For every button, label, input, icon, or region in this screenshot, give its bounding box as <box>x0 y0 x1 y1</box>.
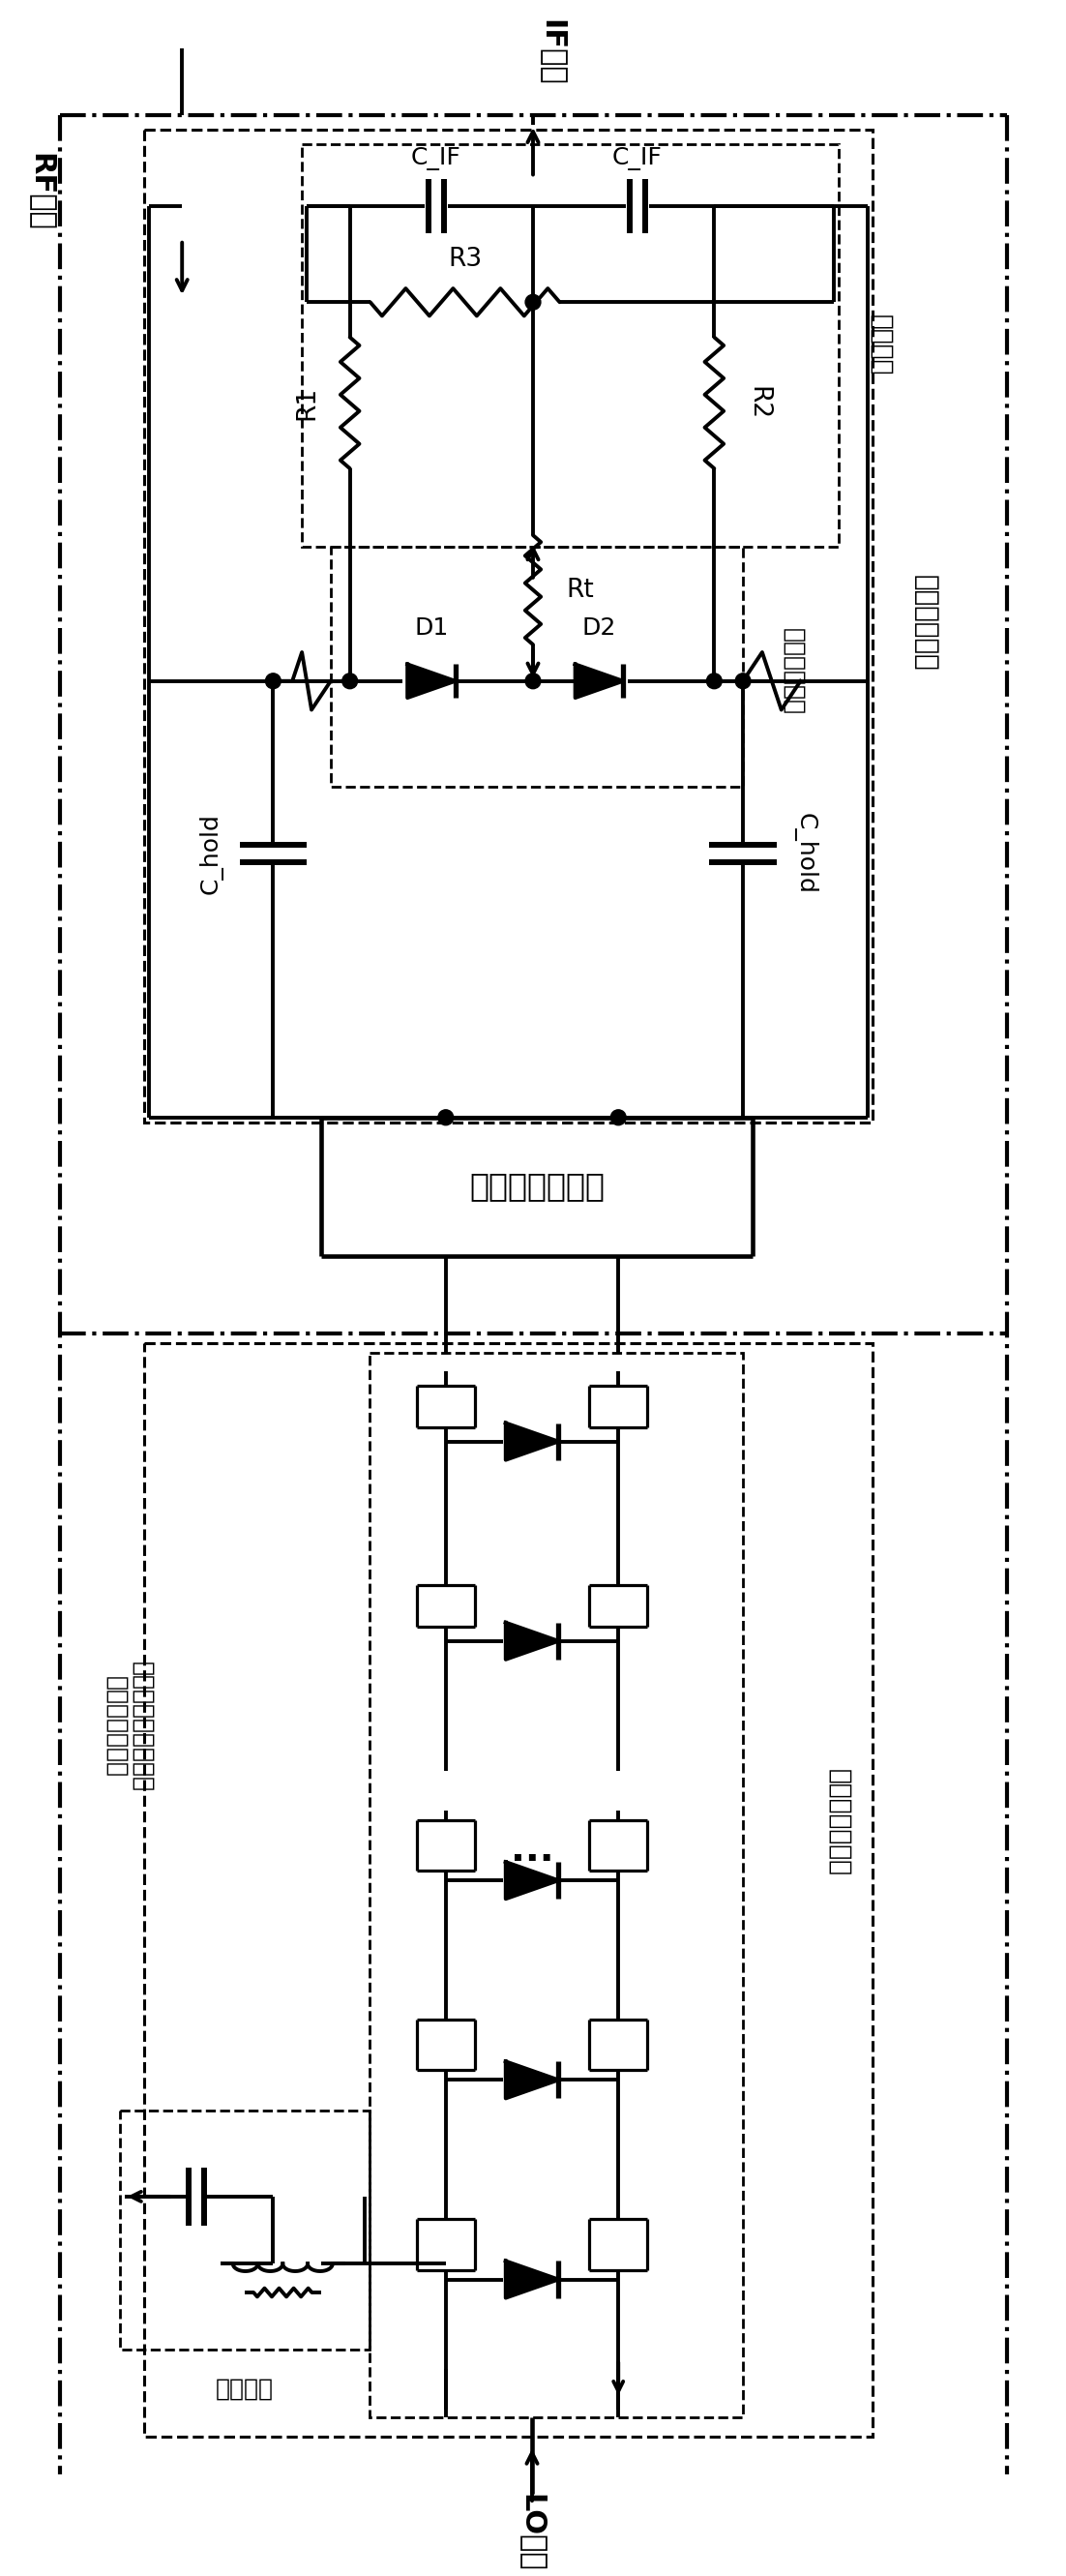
Circle shape <box>342 672 357 688</box>
Text: R1: R1 <box>294 386 320 420</box>
Circle shape <box>526 294 540 309</box>
Text: LO输入: LO输入 <box>518 2494 546 2571</box>
Text: 中频电路: 中频电路 <box>868 314 893 376</box>
Bar <box>144 1342 872 2437</box>
Circle shape <box>438 1110 453 1126</box>
Text: C_hold: C_hold <box>793 814 818 894</box>
Text: C_IF: C_IF <box>613 147 663 170</box>
Circle shape <box>611 1110 626 1126</box>
Text: 取样门管电路: 取样门管电路 <box>781 629 805 716</box>
Polygon shape <box>407 665 455 698</box>
Polygon shape <box>505 2262 559 2298</box>
Text: D1: D1 <box>415 616 449 639</box>
Text: 非线性传输线路: 非线性传输线路 <box>826 1770 852 1875</box>
Text: 自偏置非线性传输线
容脉冲发生电路: 自偏置非线性传输线 容脉冲发生电路 <box>104 1662 155 1793</box>
Polygon shape <box>576 665 624 698</box>
Circle shape <box>265 672 280 688</box>
Polygon shape <box>505 1422 559 1461</box>
Circle shape <box>707 672 722 688</box>
Text: 匹配网络: 匹配网络 <box>215 2378 273 2401</box>
Bar <box>330 546 743 786</box>
Circle shape <box>736 672 750 688</box>
Polygon shape <box>505 2061 559 2099</box>
Bar <box>369 1352 743 2416</box>
Text: C_IF: C_IF <box>411 147 462 170</box>
Text: R2: R2 <box>745 386 770 420</box>
Circle shape <box>526 672 540 688</box>
Text: C_hold: C_hold <box>198 814 223 894</box>
Text: IF输出: IF输出 <box>538 21 566 85</box>
Text: R3: R3 <box>448 247 482 270</box>
Text: ...: ... <box>511 1832 553 1868</box>
Text: 平衡取样电路: 平衡取样电路 <box>911 574 939 672</box>
Bar <box>144 129 872 1123</box>
Polygon shape <box>505 1623 559 1659</box>
Polygon shape <box>505 1862 559 1899</box>
Bar <box>119 2110 369 2349</box>
Bar <box>302 144 839 546</box>
Text: D2: D2 <box>582 616 616 639</box>
Text: RF输入: RF输入 <box>27 152 55 232</box>
Text: Rt: Rt <box>566 577 595 603</box>
Text: 单脉冲整形电路: 单脉冲整形电路 <box>469 1170 604 1203</box>
